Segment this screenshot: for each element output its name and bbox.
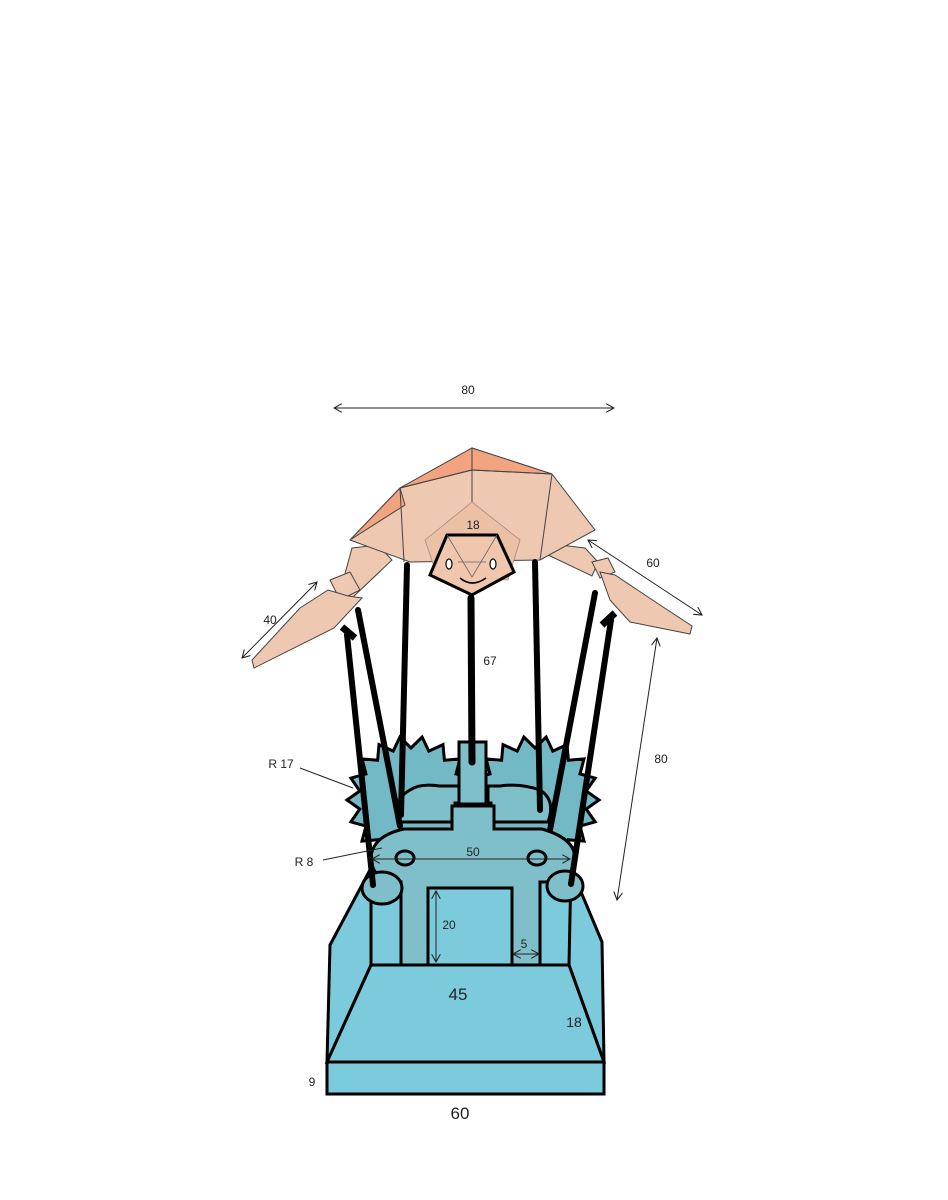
rod-right-outer: [568, 617, 614, 887]
dimension-arrows: [242, 408, 702, 962]
label-slope-length: 18: [566, 1014, 582, 1030]
right-front-flipper: [547, 544, 693, 635]
rod-left-cap: [339, 624, 358, 641]
gear-radius-leader: [299, 767, 354, 789]
label-gear-radius: R 17: [268, 757, 294, 771]
turtle-head-icon: [428, 533, 516, 597]
base-plinth: [325, 1060, 606, 1096]
label-slot-gap: 5: [521, 937, 528, 951]
label-plinth-height: 9: [309, 1075, 316, 1089]
label-slot-height: 20: [442, 918, 456, 932]
label-cam-width: 50: [466, 845, 480, 859]
rods: [339, 559, 618, 888]
eye: [445, 558, 453, 570]
smile: [459, 577, 487, 584]
label-side-height: 80: [654, 752, 668, 766]
dimension-labels: 80 18 60 40 67 80 R 17 R 8 50 20 5 45 18…: [263, 383, 668, 1123]
center-rod: [467, 594, 476, 766]
label-front-flipper: 60: [646, 556, 660, 570]
side-height-arrow: [617, 638, 657, 900]
back-flipper-arrow: [242, 582, 317, 658]
pin-hole-icon: [526, 849, 548, 867]
label-center-rod: 67: [483, 654, 497, 668]
rod-left-mid: [355, 607, 403, 829]
label-top-width: 45: [449, 985, 468, 1004]
base-top-face: [324, 963, 607, 1064]
label-back-flipper: 40: [263, 613, 277, 627]
rod-left-outer: [344, 632, 376, 888]
eye: [489, 558, 497, 570]
left-lobe: [360, 870, 404, 906]
rod-left-inner: [398, 562, 410, 818]
label-shell-width: 80: [461, 383, 475, 397]
label-pin-radius: R 8: [295, 855, 314, 869]
pin-radius-leader: [322, 847, 383, 861]
lower-cam-plate: [369, 804, 577, 967]
right-lobe: [545, 869, 585, 903]
label-head-size: 18: [466, 518, 480, 532]
label-base-width: 60: [451, 1104, 470, 1123]
front-flipper-arrow: [588, 540, 702, 615]
rod-right-mid: [547, 590, 598, 833]
base-slot: [426, 886, 514, 967]
rod-right-inner: [532, 559, 543, 813]
pin-hole-icon: [394, 849, 416, 867]
left-front-flipper: [251, 544, 393, 669]
